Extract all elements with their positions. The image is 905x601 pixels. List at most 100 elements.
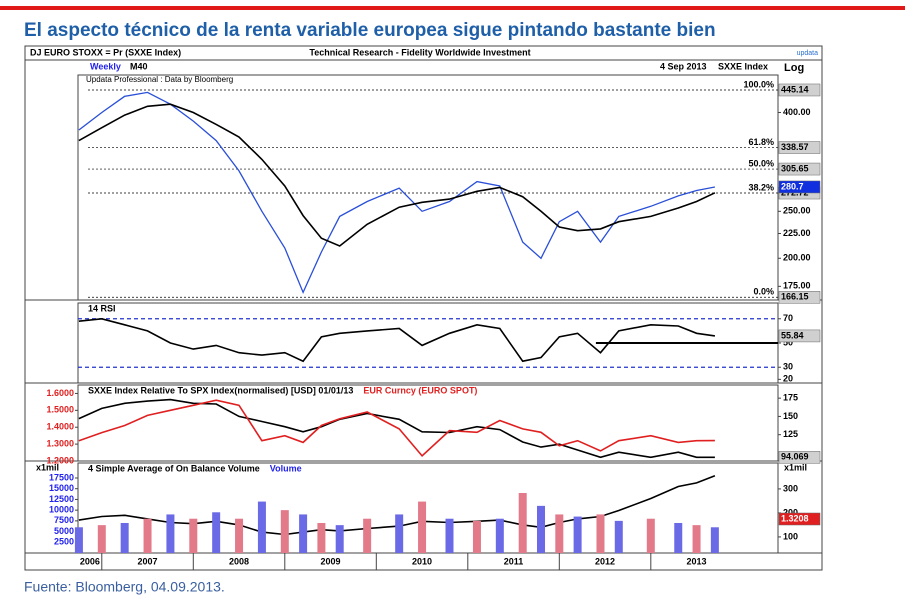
- tick-label: 10000: [49, 505, 74, 515]
- tick-label: 250.00: [783, 206, 811, 216]
- value-box-label: 338.57: [781, 142, 809, 152]
- bar: [596, 514, 605, 553]
- level-label: 61.8%: [748, 137, 774, 147]
- tick-label: 175.00: [783, 281, 811, 291]
- bar: [317, 523, 326, 553]
- tick-label: 100: [783, 531, 798, 541]
- value-box: [778, 162, 821, 176]
- value-box: [778, 141, 821, 154]
- series-line: [78, 317, 716, 363]
- tick-label: 1.4000: [46, 422, 74, 432]
- bar: [335, 525, 344, 553]
- bar: [518, 493, 527, 553]
- date: 4 Sep 2013: [660, 61, 707, 71]
- bar: [573, 516, 582, 553]
- bar: [189, 518, 198, 553]
- bar: [166, 514, 175, 553]
- source: Technical Research - Fidelity Worldwide …: [309, 47, 530, 57]
- x-tick-label: 2012: [595, 556, 615, 566]
- bar: [363, 518, 372, 553]
- tick-label: 20: [783, 374, 793, 384]
- tick-label: 2500: [54, 537, 74, 547]
- tick-label: 70: [783, 313, 793, 323]
- tick-label: 5000: [54, 526, 74, 536]
- x-tick-label: 2010: [412, 556, 432, 566]
- period: Weekly: [90, 61, 121, 71]
- level-label: 100.0%: [743, 79, 774, 89]
- unit-label: x1mil: [784, 462, 807, 472]
- tick-label: 50: [783, 337, 793, 347]
- value-box: [778, 451, 821, 464]
- bar: [495, 518, 504, 553]
- x-tick-label: 2013: [687, 556, 707, 566]
- unit-label: x1mil: [36, 462, 59, 472]
- bar: [395, 514, 404, 553]
- tick-label: 200.00: [783, 253, 811, 263]
- legend-entry: EUR Curncy (EURO SPOT): [363, 385, 477, 395]
- panel-title: 14 RSI: [88, 303, 116, 313]
- value-box: [778, 291, 821, 304]
- bar: [143, 518, 152, 553]
- bar: [418, 501, 427, 553]
- bar: [537, 505, 546, 553]
- tick-label: 225.00: [783, 228, 811, 238]
- tick-label: 175: [783, 393, 798, 403]
- bar: [212, 512, 221, 553]
- x-tick-label: 2008: [229, 556, 249, 566]
- legend-entry: Volume: [270, 463, 302, 473]
- bar: [120, 523, 129, 553]
- tick-label: 125: [783, 429, 798, 439]
- bar: [445, 518, 454, 553]
- tick-label: 7500: [54, 515, 74, 525]
- value-box-label: 94.069: [781, 452, 809, 462]
- level-label: 0.0%: [753, 287, 774, 297]
- value-box: [778, 180, 821, 194]
- tick-label: 300: [783, 483, 798, 493]
- bar: [472, 520, 481, 553]
- bar: [97, 525, 106, 553]
- value-box-label: 1.3208: [781, 513, 809, 523]
- legend-entry: SXXE Index Relative To SPX Index(normali…: [88, 385, 353, 395]
- series-line: [78, 398, 715, 459]
- x-tick-label: 2011: [504, 556, 524, 566]
- chart-frame: [24, 45, 823, 571]
- bar: [235, 518, 244, 553]
- x-tick-label: 2009: [321, 556, 341, 566]
- value-box-label: 55.84: [781, 330, 804, 340]
- series-line: [78, 103, 716, 247]
- bar: [692, 525, 701, 553]
- x-tick-label: 2007: [138, 556, 158, 566]
- level-label: 50.0%: [748, 158, 774, 168]
- bar: [555, 514, 564, 553]
- tick-label: 1.5000: [46, 405, 74, 415]
- credit: Updata Professional : Data by Bloomberg: [86, 75, 233, 84]
- tick-label: 1.2000: [46, 455, 74, 465]
- tick-label: 1.3000: [46, 438, 74, 448]
- top-rule: [0, 6, 905, 10]
- scale-label: Log: [784, 62, 804, 74]
- bar: [710, 527, 719, 553]
- series-line: [78, 399, 715, 458]
- tick-label: 200: [783, 507, 798, 517]
- footer: Fuente: Bloomberg, 04.09.2013.: [24, 579, 225, 595]
- tick-label: 30: [783, 362, 793, 372]
- tick-label: 150: [783, 411, 798, 421]
- level-label: 38.2%: [748, 182, 774, 192]
- bar: [74, 527, 83, 553]
- value-box: [778, 329, 821, 343]
- tick-label: 400.00: [783, 107, 811, 117]
- tick-label: 1.6000: [46, 388, 74, 398]
- value-box-label: 280.7: [781, 181, 804, 191]
- instrument: DJ EURO STOXX = Pr (SXXE Index): [30, 47, 181, 57]
- title: El aspecto técnico de la renta variable …: [24, 20, 716, 41]
- bar: [257, 501, 266, 553]
- series-line: [78, 91, 716, 295]
- bar: [280, 510, 289, 553]
- bar: [614, 520, 623, 553]
- value-box-label: 166.15: [781, 292, 809, 302]
- tick-label: 12500: [49, 494, 74, 504]
- value-box: [778, 512, 821, 526]
- bar: [674, 523, 683, 553]
- ticker: SXXE Index: [718, 61, 768, 71]
